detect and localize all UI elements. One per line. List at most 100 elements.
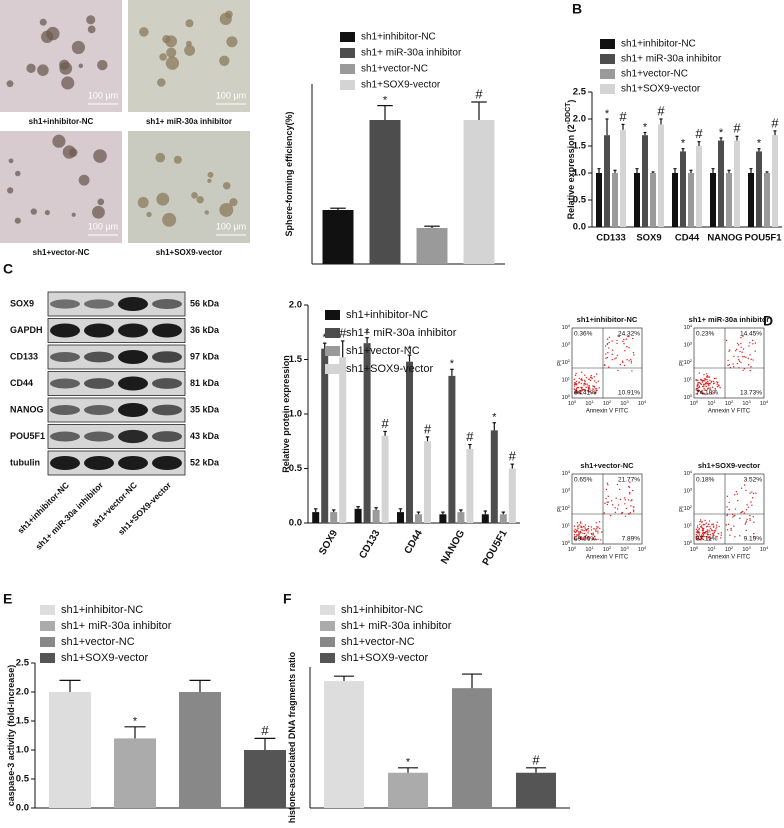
protein-size: 81 kDa — [190, 378, 220, 388]
flow-dot — [706, 373, 708, 375]
flow-dot — [749, 519, 751, 522]
tick-exponent: 0 — [690, 393, 693, 398]
flow-dot — [743, 484, 746, 486]
flow-dot — [727, 359, 729, 362]
flow-dot — [698, 534, 701, 536]
micrograph-caption: sh1+ miR-30a inhibitor — [146, 117, 232, 126]
x-tick-label: POU5F1 — [481, 528, 510, 568]
y-tick-label: 102 — [562, 358, 571, 366]
quadrant-pct: 0.23% — [696, 331, 715, 338]
flow-dot — [588, 530, 590, 532]
flow-dot — [740, 336, 742, 339]
flow-dot — [573, 392, 576, 394]
sphere-blob — [219, 202, 234, 217]
flow-dot — [588, 390, 591, 393]
quadrant-pct: 3.52% — [744, 477, 763, 484]
bar — [179, 692, 221, 808]
flow-dot — [611, 349, 614, 351]
tick-base: 10 — [603, 401, 609, 407]
flow-dot — [729, 349, 731, 351]
flow-dot — [629, 493, 631, 495]
flow-dot — [741, 351, 743, 353]
legend-label: sh1+vector-NC — [621, 69, 688, 80]
flow-dot — [700, 534, 703, 536]
blot-band — [118, 323, 148, 338]
flow-dot — [752, 516, 754, 518]
flow-dot — [696, 525, 699, 527]
flow-dot — [619, 498, 622, 501]
tick-exponent: 1 — [713, 545, 716, 550]
flow-dot — [716, 535, 718, 538]
flow-dot — [706, 526, 708, 528]
x-tick-label: 102 — [725, 545, 734, 553]
legend-swatch — [320, 621, 335, 631]
flow-dot — [574, 531, 576, 533]
flow-dot — [736, 342, 739, 345]
quadrant-pct: 10.91% — [618, 390, 640, 397]
flow-dot — [734, 536, 736, 538]
blot-band — [84, 378, 114, 389]
y-tick-label: 0.0 — [573, 222, 586, 233]
flow-dot — [702, 379, 705, 382]
protein-size: 35 kDa — [190, 404, 220, 414]
y-tick-label: 102 — [684, 504, 693, 512]
flow-dot — [595, 388, 598, 390]
flow-dot — [584, 374, 586, 376]
flow-dot — [632, 509, 635, 511]
flow-dot — [590, 374, 592, 377]
flow-dot — [593, 392, 595, 395]
panel-letter: C — [3, 261, 13, 277]
blot-band — [84, 323, 114, 338]
flow-dot — [586, 537, 588, 539]
flow-dot — [737, 358, 740, 361]
flow-dot — [628, 486, 631, 489]
flow-dot — [733, 493, 736, 496]
x-tick-label: 104 — [760, 545, 769, 553]
blot-band — [84, 456, 114, 470]
flow-dot — [704, 519, 706, 522]
tick-base: 10 — [760, 547, 766, 553]
flow-dot — [697, 379, 699, 382]
y-tick-label: 103 — [562, 341, 571, 349]
flow-dot — [607, 501, 610, 503]
y-tick-label: 2.5 — [573, 87, 587, 98]
significance-mark: * — [323, 332, 328, 344]
flow-dot — [711, 523, 713, 526]
tick-base: 10 — [562, 541, 568, 547]
significance-mark: # — [657, 103, 665, 118]
flow-dot — [726, 514, 728, 517]
flow-dot — [705, 522, 708, 524]
scale-bar-label: 100 μm — [88, 90, 118, 100]
legend-swatch — [600, 39, 615, 49]
flow-dot — [630, 360, 633, 362]
flow-dot — [586, 528, 589, 530]
flow-dot — [587, 387, 590, 389]
bar — [397, 512, 404, 523]
flow-dot — [594, 529, 597, 531]
tick-exponent: 0 — [690, 539, 693, 544]
flow-dot — [707, 536, 709, 538]
y-tick-label: 0.0 — [16, 803, 29, 814]
flow-dot — [742, 348, 745, 350]
flow-dot — [611, 504, 614, 506]
bar — [490, 430, 498, 523]
x-tick-label: 100 — [690, 399, 699, 407]
flow-dot — [578, 524, 580, 526]
flow-dot — [740, 342, 742, 345]
flow-dot — [728, 508, 730, 511]
sphere-blob — [146, 211, 152, 218]
legend-swatch — [600, 54, 615, 64]
flow-dot — [595, 538, 597, 541]
tick-exponent: 1 — [568, 522, 571, 527]
tick-base: 10 — [684, 360, 690, 366]
x-tick-label: 103 — [742, 399, 751, 407]
sphere-blob — [61, 76, 75, 90]
blot-band — [118, 456, 148, 470]
flow-dot — [699, 519, 702, 521]
y-tick-label: 101 — [684, 522, 693, 530]
bar — [457, 512, 465, 523]
flow-dot — [719, 387, 721, 389]
legend-swatch — [40, 637, 55, 647]
flow-dot — [747, 357, 749, 360]
